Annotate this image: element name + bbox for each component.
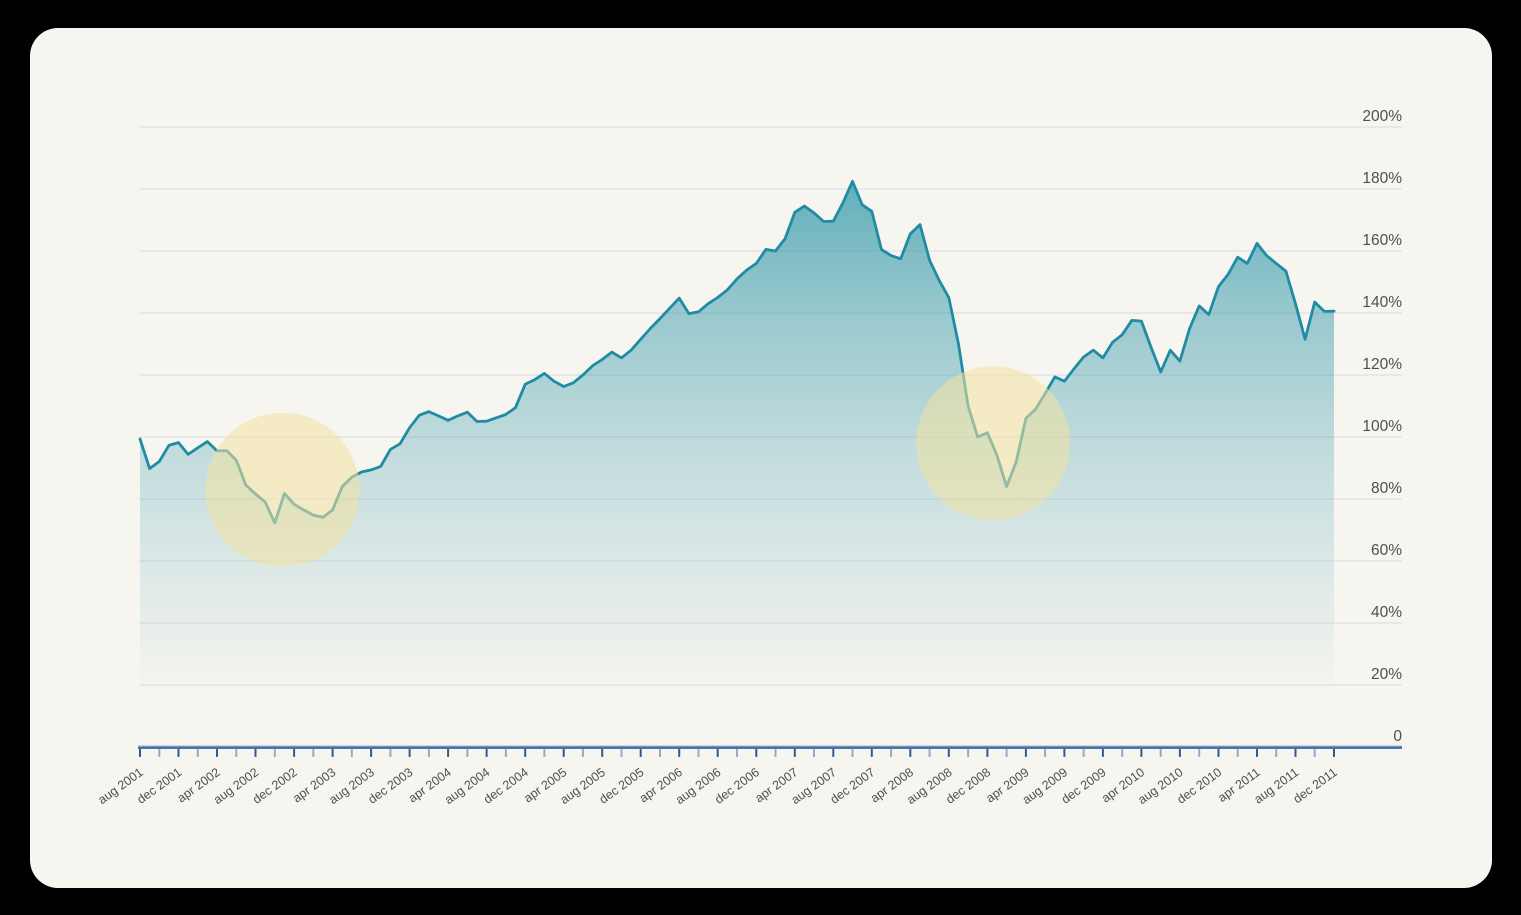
axis-tick (1294, 748, 1297, 757)
axis-tick (890, 748, 893, 757)
axis-tick (697, 748, 700, 757)
axis-tick (312, 748, 315, 757)
axis-tick (1256, 748, 1258, 757)
axis-tick (947, 748, 950, 757)
axis-tick (1024, 748, 1027, 757)
axis-tick (466, 748, 469, 757)
y-axis-label: 100% (1362, 418, 1402, 435)
axis-tick (524, 748, 527, 757)
axis-tick (774, 748, 777, 757)
x-axis-label: dec 2011 (1291, 765, 1340, 806)
axis-tick (581, 748, 584, 757)
axis-tick (216, 748, 218, 757)
axis-tick (273, 748, 276, 757)
axis-tick (986, 748, 989, 757)
y-axis-label: 20% (1371, 666, 1402, 683)
axis-tick (620, 748, 623, 757)
axis-tick (736, 748, 738, 757)
axis-tick (832, 748, 835, 757)
axis-tick (408, 748, 411, 757)
axis-tick (1178, 748, 1181, 757)
axis-tick (1121, 748, 1124, 757)
axis-tick (1044, 748, 1047, 757)
axis-tick (447, 748, 450, 757)
axis-tick (139, 748, 141, 757)
axis-tick (755, 748, 758, 757)
axis-tick (659, 748, 661, 757)
axis-tick (331, 748, 334, 757)
axis-tick (254, 748, 257, 757)
axis-tick (485, 748, 488, 757)
y-axis-label: 160% (1362, 232, 1402, 249)
y-axis-label: 60% (1371, 542, 1402, 559)
axis-tick (1313, 748, 1316, 757)
axis-tick (678, 748, 681, 757)
y-axis-labels: 200% 180% 160% 140% 120% 100% 80% 60% 40% 20% 0 (1362, 108, 1402, 745)
axis-tick (1159, 748, 1162, 757)
y-axis-label: 0 (1393, 728, 1402, 745)
axis-tick (813, 748, 815, 757)
axis-tick (716, 748, 719, 757)
axis-tick (158, 748, 161, 757)
axis-tick (177, 748, 180, 757)
highlight-circle-2002 (205, 412, 360, 567)
axis-tick (793, 748, 796, 757)
index-area (140, 181, 1334, 748)
axis-tick (370, 748, 373, 757)
axis-bar-highlight (138, 745, 1402, 747)
axis-tick (967, 748, 970, 757)
axis-tick (1275, 748, 1278, 757)
axis-tick (1082, 748, 1085, 757)
y-axis-label: 180% (1362, 170, 1402, 187)
axis-tick (1217, 748, 1220, 757)
axis-tick (870, 748, 873, 757)
axis-tick (1101, 748, 1104, 757)
axis-tick (389, 748, 392, 757)
axis-tick (504, 748, 507, 757)
axis-bar (138, 746, 1402, 749)
axis-tick (196, 748, 199, 757)
axis-tick (293, 748, 296, 757)
y-axis-label: 200% (1362, 108, 1402, 125)
x-axis (138, 745, 1402, 757)
y-axis-label: 140% (1362, 294, 1402, 311)
axis-tick (1333, 748, 1335, 757)
axis-tick (909, 748, 912, 757)
axis-tick (928, 748, 931, 757)
axis-tick (1198, 748, 1201, 757)
axis-tick (851, 748, 854, 757)
axis-tick (427, 748, 430, 757)
axis-tick (639, 748, 642, 757)
axis-tick (543, 748, 546, 757)
axis-tick (1236, 748, 1239, 757)
y-axis-label: 80% (1371, 480, 1402, 497)
y-axis-label: 120% (1362, 356, 1402, 373)
axis-tick (235, 748, 238, 757)
highlight-circle-2009 (916, 366, 1071, 521)
axis-tick (350, 748, 353, 757)
axis-tick (1063, 748, 1066, 757)
axis-tick (562, 748, 565, 757)
axis-tick (1005, 748, 1008, 757)
y-axis-label: 40% (1371, 604, 1402, 621)
axis-tick (601, 748, 604, 757)
axis-tick (1140, 748, 1143, 757)
